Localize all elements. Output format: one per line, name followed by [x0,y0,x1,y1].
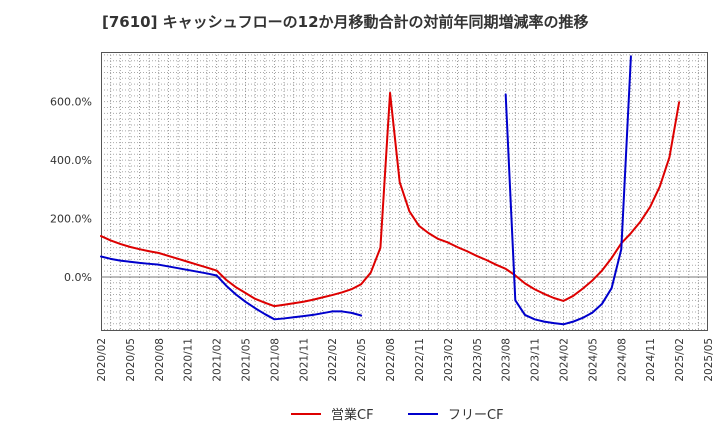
x-tick-label: 2024/02 [558,338,570,382]
x-tick-label: 2024/11 [645,338,657,382]
x-tick-label: 2023/02 [443,338,455,382]
y-tick-label: 200.0% [50,213,92,226]
x-tick-label: 2020/02 [96,338,108,382]
x-tick-label: 2022/05 [356,338,368,382]
x-tick-label: 2025/05 [703,338,715,382]
series-line-free-cf [100,55,632,326]
x-tick-label: 2023/11 [530,338,542,382]
x-axis-ticks: 2020/02 2020/05 2020/08 2020/11 2021/02 2021/… [96,338,715,382]
x-tick-label: 2024/05 [587,338,599,382]
x-tick-label: 2020/05 [125,338,137,382]
grid-horizontal [101,54,708,331]
series-layer [100,55,681,326]
x-tick-label: 2021/08 [269,338,281,382]
y-axis-ticks: 600.0% 400.0% 200.0% 0.0% [50,96,92,284]
x-tick-label: 2023/05 [472,338,484,382]
plot-area [101,52,708,331]
y-tick-label: 0.0% [64,271,92,284]
series-line-operating-cf [100,91,681,308]
y-tick-label: 400.0% [50,154,92,167]
x-tick-label: 2020/08 [154,338,166,382]
legend: 営業CF フリーCF [291,407,504,423]
x-tick-label: 2024/08 [616,338,628,382]
chart-title: [7610] キャッシュフローの12か月移動合計の対前年同期増減率の推移 [102,13,589,31]
x-tick-label: 2021/02 [212,338,224,382]
x-tick-label: 2023/08 [501,338,513,382]
legend-label: 営業CF [331,407,374,423]
legend-label: フリーCF [448,408,504,423]
x-tick-label: 2022/11 [414,338,426,382]
x-tick-label: 2021/05 [241,338,253,382]
x-tick-label: 2025/02 [674,338,686,382]
x-tick-label: 2020/11 [183,338,195,382]
y-tick-label: 600.0% [50,96,92,109]
plot-frame [101,52,708,331]
x-tick-label: 2022/02 [327,338,339,382]
x-tick-label: 2021/11 [298,338,310,382]
x-tick-label: 2022/08 [385,338,397,382]
